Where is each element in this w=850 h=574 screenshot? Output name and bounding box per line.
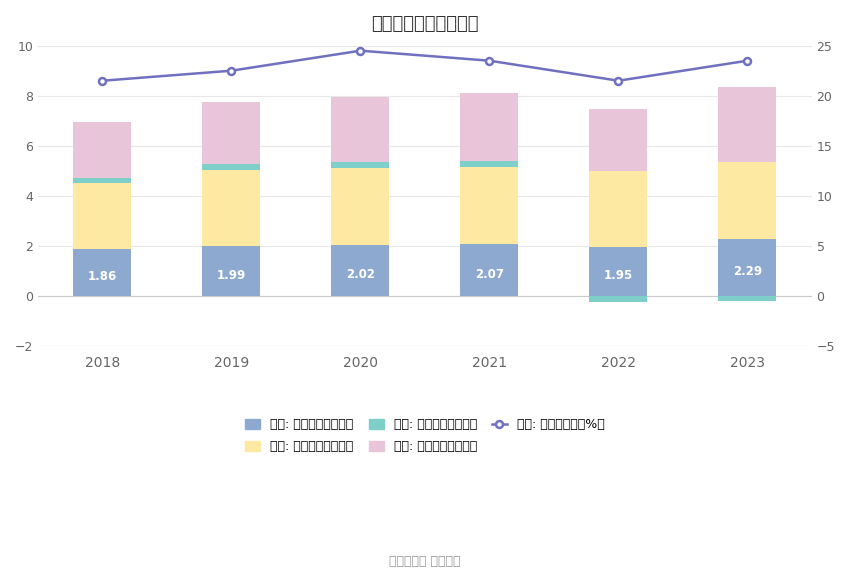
Text: 数据来源： 恒生聚源: 数据来源： 恒生聚源	[389, 555, 461, 568]
Text: 2.29: 2.29	[733, 266, 762, 278]
Bar	[589, 171, 648, 247]
Bar	[73, 122, 132, 178]
Bar	[461, 93, 518, 161]
Bar	[202, 102, 260, 164]
Bar	[332, 162, 389, 168]
Bar	[461, 161, 518, 166]
Text: 1.95: 1.95	[604, 269, 633, 282]
Bar	[718, 162, 777, 239]
Bar	[461, 166, 518, 244]
Bar	[73, 250, 132, 296]
Bar	[202, 164, 260, 170]
Bar	[718, 239, 777, 296]
Text: 2.02: 2.02	[346, 268, 375, 281]
Bar	[589, 296, 648, 301]
Bar	[718, 87, 777, 162]
Text: 1.86: 1.86	[88, 270, 117, 283]
Bar	[332, 168, 389, 246]
Bar	[202, 170, 260, 246]
Bar	[332, 97, 389, 162]
Text: 2.07: 2.07	[475, 268, 504, 281]
Text: 1.99: 1.99	[217, 269, 246, 282]
Bar	[461, 244, 518, 296]
Bar	[73, 178, 132, 183]
Bar	[718, 296, 777, 301]
Bar	[332, 246, 389, 296]
Bar	[202, 246, 260, 296]
Legend: 左轴: 销售费用（亿元）, 左轴: 管理费用（亿元）, 左轴: 财务费用（亿元）, 左轴: 研发费用（亿元）, 右轴: 期间费用率（%）: 左轴: 销售费用（亿元）, 左轴: 管理费用（亿元）, 左轴: 财务费用（亿元）…	[246, 418, 604, 453]
Bar	[73, 183, 132, 250]
Bar	[589, 109, 648, 171]
Title: 历年期间费用变化情况: 历年期间费用变化情况	[371, 15, 479, 33]
Bar	[589, 247, 648, 296]
